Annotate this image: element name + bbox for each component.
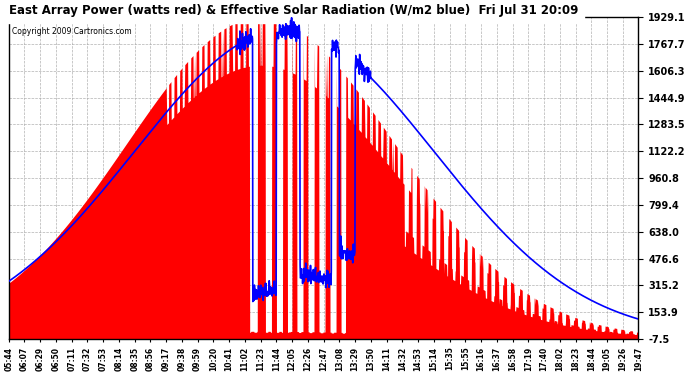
Text: Copyright 2009 Cartronics.com: Copyright 2009 Cartronics.com bbox=[12, 27, 131, 36]
Text: East Array Power (watts red) & Effective Solar Radiation (W/m2 blue)  Fri Jul 31: East Array Power (watts red) & Effective… bbox=[9, 4, 578, 17]
